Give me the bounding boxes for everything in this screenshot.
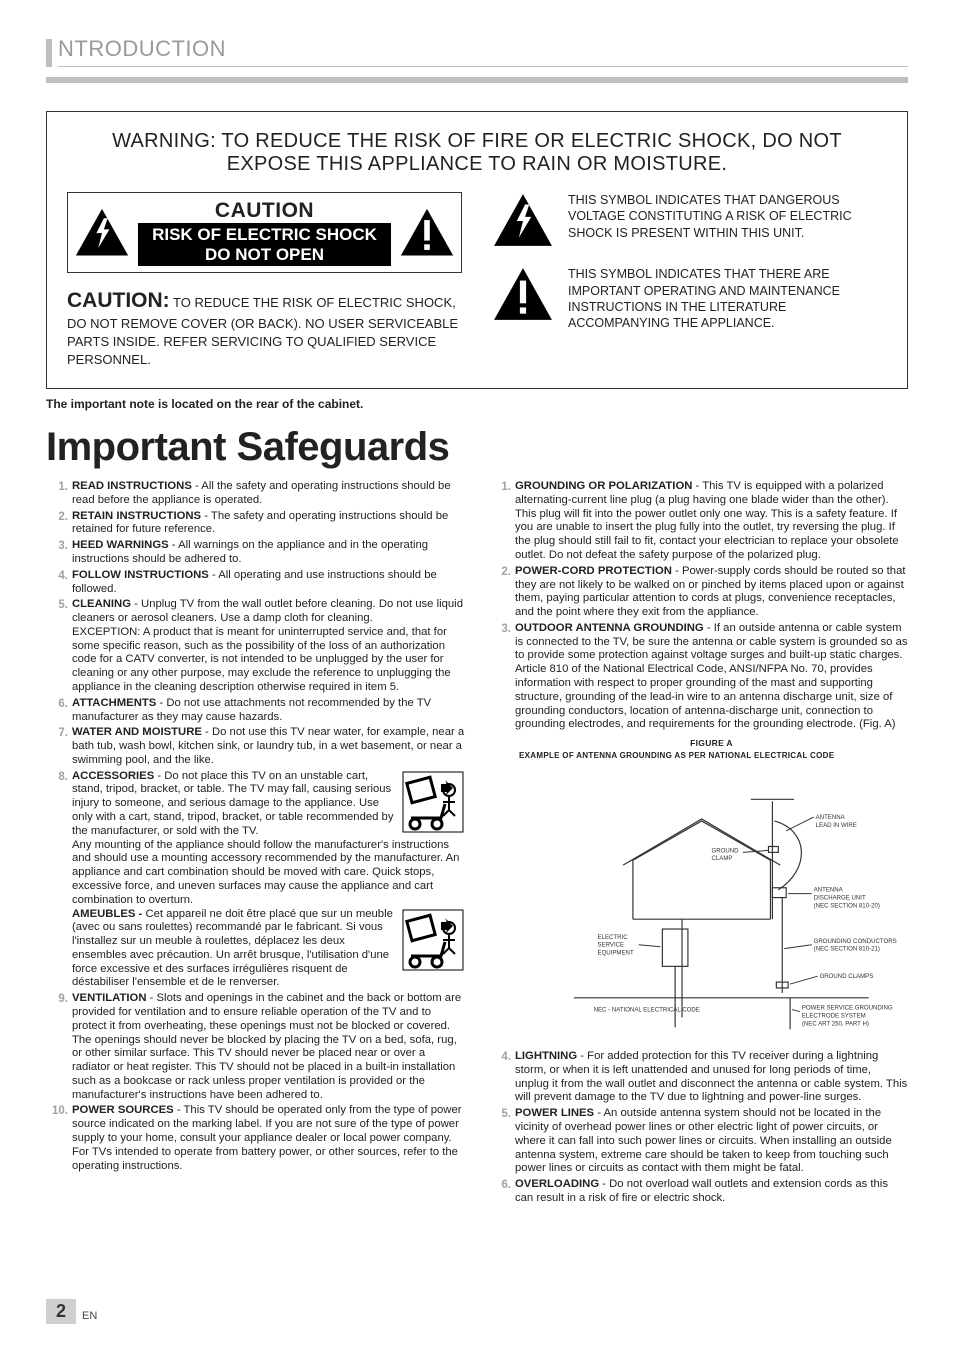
sg-item-11: GROUNDING OR POLARIZATION - This TV is e… — [489, 480, 908, 563]
sg-item-16: OVERLOADING - Do not overload wall outle… — [489, 1178, 908, 1206]
sg-head: POWER LINES — [515, 1107, 594, 1119]
sg-item-14: LIGHTNING - For added protection for thi… — [489, 1050, 908, 1105]
sg-item-12: POWER-CORD PROTECTION - Power-supply cor… — [489, 565, 908, 620]
sg-head: LIGHTNING — [515, 1050, 577, 1062]
caution-title: CAUTION — [138, 199, 391, 223]
main-heading: Important Safeguards — [46, 425, 908, 470]
sg-head: WATER AND MOISTURE — [72, 726, 202, 738]
symbol-bolt-text: THIS SYMBOL INDICATES THAT DANGEROUS VOL… — [568, 192, 887, 241]
sg-head: RETAIN INSTRUCTIONS — [72, 510, 201, 522]
lbl-electrode: POWER SERVICE GROUNDINGELECTRODE SYSTEM(… — [802, 1005, 893, 1028]
sg-item-13: OUTDOOR ANTENNA GROUNDING - If an outsid… — [489, 622, 908, 1042]
safeguard-list-right: GROUNDING OR POLARIZATION - This TV is e… — [489, 480, 908, 1206]
lbl-nec: NEC - NATIONAL ELECTRICAL CODE — [594, 1007, 700, 1014]
sg-item-3: HEED WARNINGS - All warnings on the appl… — [46, 539, 465, 567]
header-title: NTRODUCTION — [58, 36, 908, 67]
bolt-triangle-icon — [492, 192, 554, 252]
lbl-discharge: ANTENNADISCHARGE UNIT(NEC SECTION 810-20… — [814, 887, 880, 910]
bolt-triangle-icon — [74, 208, 130, 258]
sg-item-2: RETAIN INSTRUCTIONS - The safety and ope… — [46, 510, 465, 538]
page-number: 2 — [46, 1299, 76, 1324]
page: NTRODUCTION WARNING: TO REDUCE THE RISK … — [0, 0, 954, 1348]
sg-head: VENTILATION — [72, 992, 146, 1004]
sg-head: READ INSTRUCTIONS — [72, 480, 192, 492]
lbl-conductors: GROUNDING CONDUCTORS(NEC SECTION 810-21) — [814, 938, 897, 953]
caution-sub1: RISK OF ELECTRIC SHOCK — [152, 225, 377, 244]
warning-box: WARNING: TO REDUCE THE RISK OF FIRE OR E… — [46, 111, 908, 389]
sg-body: - This TV is equipped with a polarized a… — [515, 480, 899, 561]
sg-extra: Any mounting of the appliance should fol… — [72, 839, 465, 908]
col-right: GROUNDING OR POLARIZATION - This TV is e… — [489, 480, 908, 1208]
excl-triangle-icon — [492, 266, 554, 326]
sg-extra: EXCEPTION: A product that is meant for u… — [72, 626, 465, 695]
sg-head: POWER-CORD PROTECTION — [515, 565, 672, 577]
caution-sub: RISK OF ELECTRIC SHOCK DO NOT OPEN — [138, 223, 391, 266]
sg-fr-head: AMEUBLES - — [72, 908, 145, 920]
sg-item-4: FOLLOW INSTRUCTIONS - All operating and … — [46, 569, 465, 597]
sg-item-9: VENTILATION - Slots and openings in the … — [46, 992, 465, 1102]
caution-center: CAUTION RISK OF ELECTRIC SHOCK DO NOT OP… — [138, 199, 391, 266]
sg-item-6: ATTACHMENTS - Do not use attachments not… — [46, 697, 465, 725]
warning-right: THIS SYMBOL INDICATES THAT DANGEROUS VOL… — [492, 192, 887, 368]
sg-item-7: WATER AND MOISTURE - Do not use this TV … — [46, 726, 465, 767]
sg-body: - Unplug TV from the wall outlet before … — [72, 598, 463, 624]
lbl-clamps2: GROUND CLAMPS — [820, 973, 874, 980]
sg-item-1: READ INSTRUCTIONS - All the safety and o… — [46, 480, 465, 508]
warning-columns: CAUTION RISK OF ELECTRIC SHOCK DO NOT OP… — [67, 192, 887, 368]
header-accent — [46, 39, 52, 67]
sg-head: ACCESSORIES — [72, 770, 154, 782]
lbl-antenna-lead: ANTENNALEAD IN WIRE — [816, 814, 857, 829]
sg-item-10: POWER SOURCES - This TV should be operat… — [46, 1104, 465, 1173]
excl-triangle-icon — [399, 208, 455, 258]
figure-a: FIGURE A EXAMPLE OF ANTENNA GROUNDING AS… — [515, 738, 908, 1042]
figure-subtitle: EXAMPLE OF ANTENNA GROUNDING AS PER NATI… — [519, 751, 908, 761]
sg-head: HEED WARNINGS — [72, 539, 169, 551]
caution-bordered-box: CAUTION RISK OF ELECTRIC SHOCK DO NOT OP… — [67, 192, 462, 273]
header: NTRODUCTION — [46, 36, 908, 67]
sg-body: - Slots and openings in the cabinet and … — [72, 992, 461, 1100]
symbol-row-bolt: THIS SYMBOL INDICATES THAT DANGEROUS VOL… — [492, 192, 887, 252]
symbol-excl-text: THIS SYMBOL INDICATES THAT THERE ARE IMP… — [568, 266, 887, 331]
figure-svg: ANTENNALEAD IN WIRE GROUNDCLAMP ANTENNAD… — [515, 762, 908, 1037]
rear-note: The important note is located on the rea… — [46, 397, 908, 411]
lbl-service: ELECTRICSERVICEEQUIPMENT — [598, 934, 634, 957]
sg-item-5: CLEANING - Unplug TV from the wall outle… — [46, 598, 465, 694]
page-lang: EN — [82, 1310, 97, 1324]
warning-left: CAUTION RISK OF ELECTRIC SHOCK DO NOT OP… — [67, 192, 462, 368]
cart-tip-icon — [401, 908, 465, 972]
sg-head: ATTACHMENTS — [72, 697, 156, 709]
sg-head: OUTDOOR ANTENNA GROUNDING — [515, 622, 704, 634]
sg-item-8: ACCESSORIES - Do not place this TV on an… — [46, 770, 465, 991]
col-left: READ INSTRUCTIONS - All the safety and o… — [46, 480, 465, 1208]
symbol-row-excl: THIS SYMBOL INDICATES THAT THERE ARE IMP… — [492, 266, 887, 331]
warning-line: WARNING: TO REDUCE THE RISK OF FIRE OR E… — [87, 130, 867, 176]
sg-head: POWER SOURCES — [72, 1104, 174, 1116]
lbl-ground-clamp: GROUNDCLAMP — [712, 848, 740, 863]
safeguards-columns: READ INSTRUCTIONS - All the safety and o… — [46, 480, 908, 1208]
footer: 2 EN — [46, 1299, 97, 1324]
caution-sub2: DO NOT OPEN — [205, 245, 324, 264]
sg-body: - If an outside antenna or cable system … — [515, 622, 908, 730]
sg-head: OVERLOADING — [515, 1178, 599, 1190]
safeguard-list-left: READ INSTRUCTIONS - All the safety and o… — [46, 480, 465, 1173]
cart-tip-icon — [401, 770, 465, 834]
caution-lead: CAUTION: — [67, 289, 170, 312]
caution-text: CAUTION: TO REDUCE THE RISK OF ELECTRIC … — [67, 287, 462, 368]
sg-head: FOLLOW INSTRUCTIONS — [72, 569, 209, 581]
header-rule — [46, 77, 908, 83]
sg-head: GROUNDING OR POLARIZATION — [515, 480, 692, 492]
figure-title: FIGURE A — [515, 738, 908, 748]
sg-head: CLEANING — [72, 598, 131, 610]
sg-item-15: POWER LINES - An outside antenna system … — [489, 1107, 908, 1176]
